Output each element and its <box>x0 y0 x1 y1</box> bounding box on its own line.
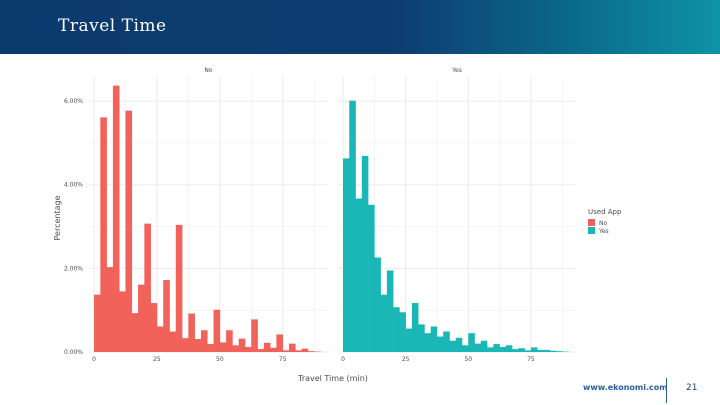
histogram-bar <box>207 344 214 352</box>
x-tick-label: 0 <box>341 356 345 363</box>
histogram-bar <box>462 345 469 352</box>
histogram-bar <box>238 338 246 352</box>
histogram-bar <box>349 100 356 352</box>
histogram-bar <box>188 313 195 352</box>
legend-label: Yes <box>598 228 609 235</box>
histogram-bar <box>455 337 463 352</box>
histogram-bar <box>213 309 221 352</box>
histogram-bar <box>399 312 406 352</box>
histogram-bar <box>163 280 170 352</box>
histogram-bar <box>119 291 126 352</box>
x-tick-label: 0 <box>92 356 96 363</box>
histogram-bar <box>219 342 227 352</box>
histogram-bar <box>487 347 494 352</box>
x-tick-label: 75 <box>527 356 535 363</box>
histogram-bar <box>436 336 444 352</box>
histogram-bar <box>468 333 475 352</box>
histogram-bar <box>175 224 183 352</box>
histogram-bar <box>257 349 265 352</box>
histogram-bar <box>430 326 438 352</box>
histogram-bar <box>386 270 394 352</box>
histogram-bar <box>144 223 151 352</box>
x-tick-label: 50 <box>464 356 472 363</box>
histogram-bar <box>169 331 177 352</box>
histogram-bar <box>505 345 513 352</box>
page-number: 21 <box>686 383 698 393</box>
footer-divider <box>666 378 667 403</box>
histogram-bar <box>393 307 400 352</box>
histogram-bar <box>374 257 381 352</box>
legend-label: No <box>599 220 607 227</box>
histogram-bar <box>282 350 290 352</box>
facet-label: Yes <box>451 67 462 74</box>
histogram-bar <box>131 313 139 352</box>
histogram-bar <box>355 198 363 352</box>
histogram-bar <box>480 340 488 352</box>
histogram-bar <box>106 267 114 352</box>
facet-label: No <box>204 67 212 74</box>
histogram-bar <box>405 328 413 352</box>
histogram-bar <box>449 340 457 352</box>
histogram-bar <box>270 347 277 352</box>
histogram-bar <box>244 346 252 352</box>
histogram-bar <box>295 350 302 352</box>
y-tick-label: 2.00% <box>64 265 83 272</box>
histogram-bar <box>499 346 507 352</box>
histogram-bar <box>263 342 271 352</box>
histogram-bar <box>518 348 525 352</box>
x-tick-label: 75 <box>279 356 287 363</box>
histogram-bar <box>226 330 233 352</box>
histogram-bar <box>537 349 544 352</box>
histogram-bar <box>543 349 550 352</box>
x-tick-label: 25 <box>153 356 161 363</box>
histogram-bar <box>194 339 202 352</box>
histogram-bar <box>530 347 538 352</box>
y-tick-label: 4.00% <box>64 182 83 189</box>
travel-time-histogram: No 0 25 50 75 Yes 0 25 50 75 0.00% 2.00% 4.00% 6.00% T… <box>53 67 622 383</box>
legend-title: Used App <box>588 208 622 216</box>
slide-title: Travel Time <box>58 16 167 36</box>
histogram-bar <box>555 351 563 352</box>
y-tick-label: 6.00% <box>64 98 83 105</box>
histogram-bar <box>100 117 107 353</box>
x-axis-label: Travel Time (min) <box>297 374 368 383</box>
histogram-bar <box>474 343 482 352</box>
histogram-bar <box>150 303 158 352</box>
histogram-bar <box>289 343 296 352</box>
histogram-bar <box>361 155 369 352</box>
histogram-bar <box>443 331 450 352</box>
histogram-bar <box>200 330 208 352</box>
histogram-bar <box>307 351 315 352</box>
histogram-bar <box>125 110 133 352</box>
histogram-bar <box>411 303 419 352</box>
y-tick-label: 0.00% <box>64 349 83 356</box>
histogram-bar <box>232 345 239 352</box>
footer-logo[interactable]: www.ekonomi.com <box>583 383 668 392</box>
x-tick-label: 50 <box>216 356 224 363</box>
histogram-bar <box>94 294 101 352</box>
histogram-bar <box>380 294 388 352</box>
histogram-bar <box>343 158 350 352</box>
histogram-bar <box>112 85 120 353</box>
histogram-bar <box>156 326 164 352</box>
histogram-bar <box>424 333 431 352</box>
title-banner: Travel Time <box>0 0 720 54</box>
x-tick-label: 25 <box>402 356 410 363</box>
histogram-bar <box>301 348 309 352</box>
histogram-bar <box>276 334 284 352</box>
y-axis-label: Percentage <box>53 195 62 240</box>
histogram-bar <box>418 324 425 352</box>
histogram-bar <box>512 349 519 352</box>
histogram-bar <box>524 350 532 352</box>
histogram-bar <box>549 350 557 352</box>
histogram-bar <box>251 319 258 352</box>
histogram-bar <box>493 344 500 352</box>
histogram-bar <box>182 338 189 352</box>
histogram-bar <box>138 284 145 352</box>
legend-swatch <box>588 227 595 234</box>
histogram-bar <box>368 204 375 352</box>
legend-swatch <box>588 219 595 226</box>
